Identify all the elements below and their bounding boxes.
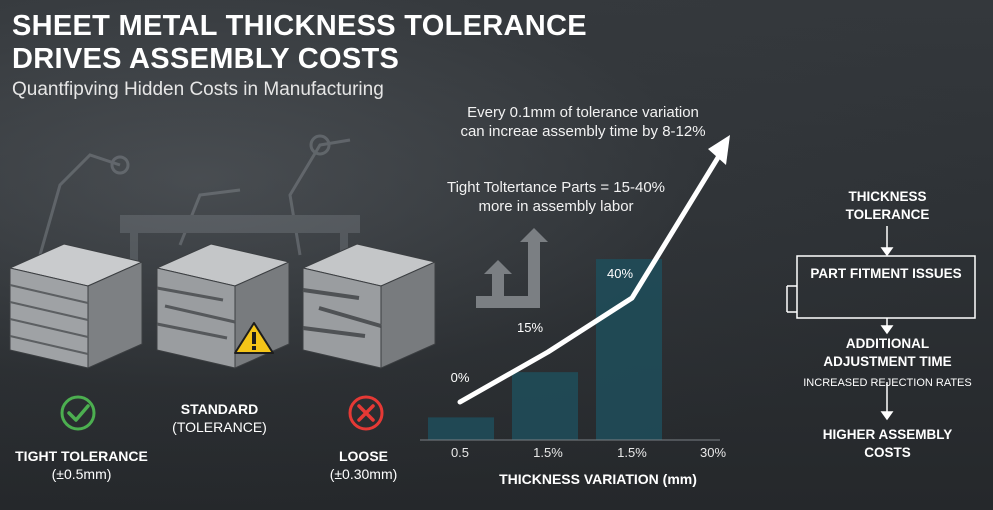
tight-tolerance-label: TIGHT TOLERANCE (±0.5mm) <box>0 447 163 483</box>
assembly-labor-note: Tight Toltertance Parts = 15-40% more in… <box>436 178 676 216</box>
standard-tolerance-label: STANDARD (TOLERANCE) <box>152 400 287 436</box>
chart-bar <box>428 417 494 440</box>
factory-background-illustration <box>38 134 360 263</box>
loose-tolerance-label: LOOSE (±0.30mm) <box>306 447 421 483</box>
tight-label-line1: TIGHT TOLERANCE <box>15 448 148 464</box>
loose-tolerance-stack <box>301 243 437 369</box>
title-line-1: SHEET METAL THICKNESS TOLERANCE <box>12 10 587 42</box>
chart-data-label: 40% <box>607 266 633 281</box>
chart-bar <box>596 259 662 440</box>
check-circle-icon <box>60 395 96 431</box>
flow-step1-line1: THICKNESS <box>848 189 927 204</box>
tolerance-variation-note: Every 0.1mm of tolerance variation can i… <box>433 103 733 141</box>
chart-x-tick-label: 1.5% <box>617 445 647 460</box>
flow-step3-line1: ADDITIONAL <box>845 336 930 351</box>
warning-icon <box>234 322 274 354</box>
standard-label-line2: (TOLERANCE) <box>172 419 267 435</box>
flow-step-higher-costs: HIGHER ASSEMBLY COSTS <box>800 426 975 462</box>
flowchart-connectors <box>786 226 976 421</box>
flow-step1-line2: TOLERANCE <box>845 207 930 222</box>
page-title: SHEET METAL THICKNESS TOLERANCE DRIVES A… <box>12 10 587 76</box>
loose-label-line1: LOOSE <box>338 448 388 464</box>
flow-step3-line2: ADJUSTMENT TIME <box>823 354 952 369</box>
note2-line1: Tight Toltertance Parts = 15-40% <box>446 179 666 196</box>
chart-data-label: 0% <box>451 370 470 385</box>
flow-step-adjustment-time: ADDITIONAL ADJUSTMENT TIME <box>790 335 985 371</box>
up-arrows-icon <box>476 228 548 308</box>
title-line-2: DRIVES ASSEMBLY COSTS <box>12 43 400 75</box>
tight-label-line2: (±0.5mm) <box>51 466 112 482</box>
tight-tolerance-stack <box>8 243 144 369</box>
flow-step-rejection-rates: INCREASED REJECTION RATES <box>803 377 972 389</box>
standard-label-line1: STANDARD <box>180 401 259 417</box>
note1-line1: Every 0.1mm of tolerance variation <box>467 104 699 121</box>
flow-step4-line2: COSTS <box>864 445 911 460</box>
flow-step-thickness-tolerance: THICKNESS TOLERANCE <box>815 188 960 224</box>
flow-step-part-fitment: PART FITMENT ISSUES <box>810 266 962 281</box>
flow-step4-line1: HIGHER ASSEMBLY <box>822 427 953 442</box>
x-circle-icon <box>348 395 384 431</box>
chart-trend-arrowhead <box>708 135 730 165</box>
standard-tolerance-stack <box>155 243 291 369</box>
note1-line2: can increae assembly time by 8-12% <box>460 123 706 140</box>
cost-impact-chart: 0.51.5%1.5%30%THICKNESS VARIATION (mm)AS… <box>420 135 730 487</box>
chart-x-tick-label: 0.5 <box>451 445 469 460</box>
page-subtitle: Quantfipving Hidden Costs in Manufacturi… <box>12 79 384 100</box>
note2-line2: more in assembly labor <box>478 198 634 215</box>
chart-bar <box>512 372 578 440</box>
chart-x-axis-label: THICKNESS VARIATION (mm) <box>499 471 697 487</box>
chart-data-label: 15% <box>517 320 543 335</box>
chart-x-tick-label: 30% <box>700 445 726 460</box>
chart-trend-line <box>457 148 725 405</box>
loose-label-line2: (±0.30mm) <box>329 466 398 482</box>
chart-x-tick-label: 1.5% <box>533 445 563 460</box>
